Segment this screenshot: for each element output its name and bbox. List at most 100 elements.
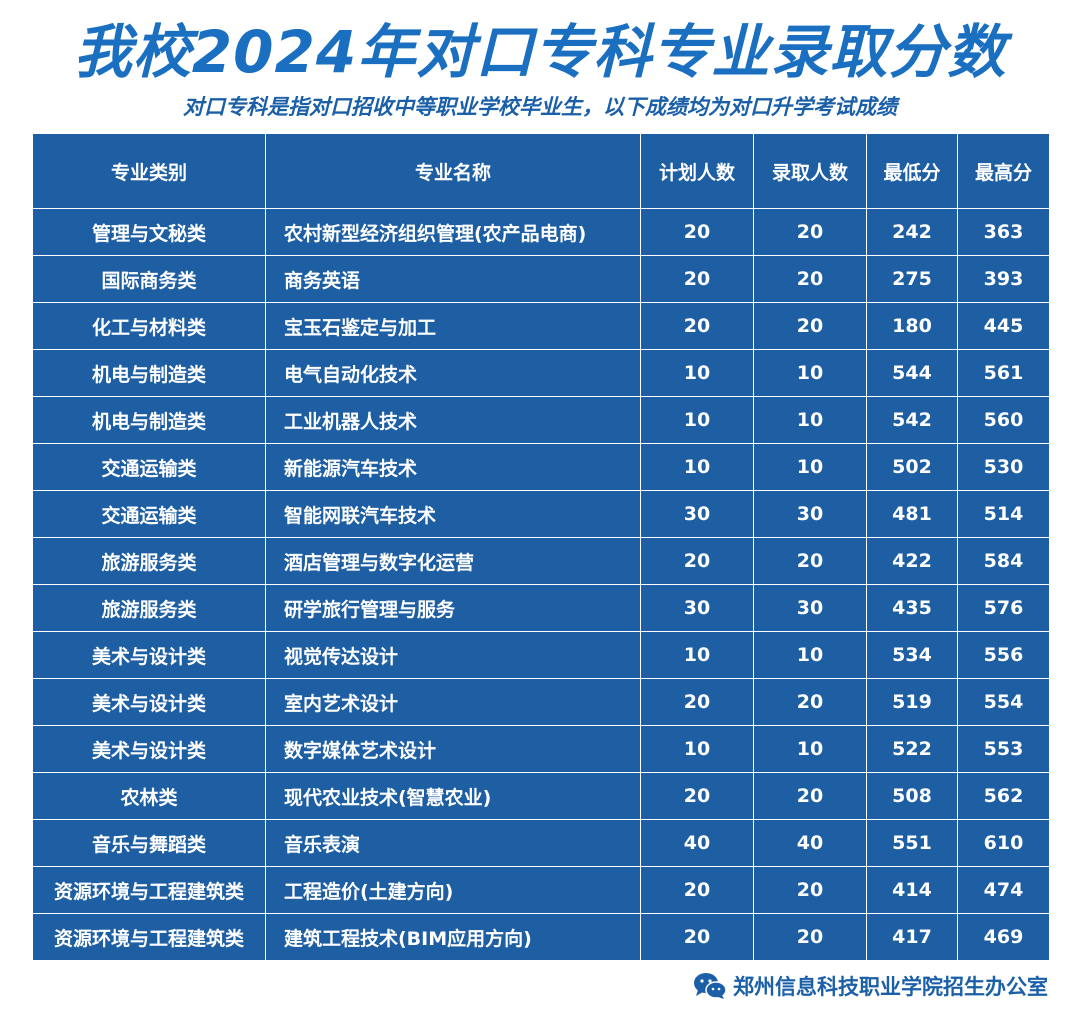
cell-major-name: 建筑工程技术(BIM应用方向) xyxy=(265,913,641,961)
cell-planned: 20 xyxy=(640,302,754,350)
wechat-icon xyxy=(694,973,727,999)
table-row: 交通运输类 智能网联汽车技术 30 30 481 514 xyxy=(32,490,1050,538)
cell-max-score: 554 xyxy=(957,678,1050,726)
cell-planned: 10 xyxy=(640,725,754,773)
cell-major-name: 新能源汽车技术 xyxy=(265,443,641,491)
cell-admitted: 40 xyxy=(753,819,867,867)
table-row: 机电与制造类 电气自动化技术 10 10 544 561 xyxy=(32,349,1050,397)
cell-min-score: 180 xyxy=(866,302,958,350)
table-header-row: 专业类别 专业名称 计划人数 录取人数 最低分 最高分 xyxy=(32,133,1050,209)
cell-category: 交通运输类 xyxy=(32,443,266,491)
cell-admitted: 10 xyxy=(753,631,867,679)
score-table: 专业类别 专业名称 计划人数 录取人数 最低分 最高分 管理与文秘类 农村新型经济… xyxy=(32,133,1050,961)
table-row: 资源环境与工程建筑类 建筑工程技术(BIM应用方向) 20 20 417 469 xyxy=(32,913,1050,961)
cell-major-name: 工程造价(土建方向) xyxy=(265,866,641,914)
cell-max-score: 556 xyxy=(957,631,1050,679)
cell-admitted: 20 xyxy=(753,208,867,256)
table-row: 化工与材料类 宝玉石鉴定与加工 20 20 180 445 xyxy=(32,302,1050,350)
cell-major-name: 电气自动化技术 xyxy=(265,349,641,397)
header-admitted: 录取人数 xyxy=(753,133,867,209)
cell-max-score: 560 xyxy=(957,396,1050,444)
cell-planned: 20 xyxy=(640,913,754,961)
cell-max-score: 610 xyxy=(957,819,1050,867)
cell-admitted: 30 xyxy=(753,490,867,538)
cell-min-score: 522 xyxy=(866,725,958,773)
cell-min-score: 542 xyxy=(866,396,958,444)
page-subtitle: 对口专科是指对口招收中等职业学校毕业生，以下成绩均为对口升学考试成绩 xyxy=(183,95,897,119)
header-category: 专业类别 xyxy=(32,133,266,209)
cell-max-score: 363 xyxy=(957,208,1050,256)
header-max-score: 最高分 xyxy=(957,133,1050,209)
footer-text: 郑州信息科技职业学院招生办公室 xyxy=(733,975,1048,999)
cell-planned: 10 xyxy=(640,349,754,397)
cell-planned: 20 xyxy=(640,255,754,303)
cell-admitted: 10 xyxy=(753,349,867,397)
cell-admitted: 10 xyxy=(753,443,867,491)
cell-max-score: 576 xyxy=(957,584,1050,632)
cell-category: 旅游服务类 xyxy=(32,537,266,585)
cell-max-score: 553 xyxy=(957,725,1050,773)
cell-major-name: 音乐表演 xyxy=(265,819,641,867)
table-row: 国际商务类 商务英语 20 20 275 393 xyxy=(32,255,1050,303)
cell-planned: 40 xyxy=(640,819,754,867)
cell-max-score: 474 xyxy=(957,866,1050,914)
cell-admitted: 20 xyxy=(753,678,867,726)
cell-major-name: 工业机器人技术 xyxy=(265,396,641,444)
table-row: 机电与制造类 工业机器人技术 10 10 542 560 xyxy=(32,396,1050,444)
table-row: 资源环境与工程建筑类 工程造价(土建方向) 20 20 414 474 xyxy=(32,866,1050,914)
cell-max-score: 562 xyxy=(957,772,1050,820)
cell-admitted: 10 xyxy=(753,725,867,773)
table-row: 美术与设计类 数字媒体艺术设计 10 10 522 553 xyxy=(32,725,1050,773)
table-row: 农林类 现代农业技术(智慧农业) 20 20 508 562 xyxy=(32,772,1050,820)
cell-major-name: 宝玉石鉴定与加工 xyxy=(265,302,641,350)
cell-min-score: 502 xyxy=(866,443,958,491)
cell-category: 交通运输类 xyxy=(32,490,266,538)
table-row: 旅游服务类 研学旅行管理与服务 30 30 435 576 xyxy=(32,584,1050,632)
header-major-name: 专业名称 xyxy=(265,133,641,209)
cell-major-name: 视觉传达设计 xyxy=(265,631,641,679)
table-row: 美术与设计类 室内艺术设计 20 20 519 554 xyxy=(32,678,1050,726)
cell-category: 资源环境与工程建筑类 xyxy=(32,913,266,961)
header-planned: 计划人数 xyxy=(640,133,754,209)
cell-planned: 20 xyxy=(640,772,754,820)
page-title: 我校2024年对口专科专业录取分数 xyxy=(73,18,1007,86)
table-row: 旅游服务类 酒店管理与数字化运营 20 20 422 584 xyxy=(32,537,1050,585)
cell-min-score: 242 xyxy=(866,208,958,256)
cell-min-score: 508 xyxy=(866,772,958,820)
cell-category: 音乐与舞蹈类 xyxy=(32,819,266,867)
cell-max-score: 584 xyxy=(957,537,1050,585)
cell-min-score: 417 xyxy=(866,913,958,961)
cell-category: 资源环境与工程建筑类 xyxy=(32,866,266,914)
footer-credit: 郑州信息科技职业学院招生办公室 xyxy=(693,969,1048,1003)
table-row: 交通运输类 新能源汽车技术 10 10 502 530 xyxy=(32,443,1050,491)
cell-admitted: 20 xyxy=(753,913,867,961)
cell-major-name: 商务英语 xyxy=(265,255,641,303)
cell-category: 国际商务类 xyxy=(32,255,266,303)
cell-category: 美术与设计类 xyxy=(32,678,266,726)
cell-max-score: 514 xyxy=(957,490,1050,538)
cell-planned: 30 xyxy=(640,490,754,538)
cell-major-name: 现代农业技术(智慧农业) xyxy=(265,772,641,820)
cell-major-name: 研学旅行管理与服务 xyxy=(265,584,641,632)
table-row: 音乐与舞蹈类 音乐表演 40 40 551 610 xyxy=(32,819,1050,867)
cell-admitted: 20 xyxy=(753,772,867,820)
cell-major-name: 农村新型经济组织管理(农产品电商) xyxy=(265,208,641,256)
cell-planned: 20 xyxy=(640,537,754,585)
cell-min-score: 519 xyxy=(866,678,958,726)
cell-min-score: 544 xyxy=(866,349,958,397)
cell-admitted: 20 xyxy=(753,537,867,585)
cell-category: 管理与文秘类 xyxy=(32,208,266,256)
cell-category: 农林类 xyxy=(32,772,266,820)
cell-max-score: 445 xyxy=(957,302,1050,350)
table-row: 管理与文秘类 农村新型经济组织管理(农产品电商) 20 20 242 363 xyxy=(32,208,1050,256)
cell-admitted: 30 xyxy=(753,584,867,632)
table-row: 美术与设计类 视觉传达设计 10 10 534 556 xyxy=(32,631,1050,679)
cell-min-score: 414 xyxy=(866,866,958,914)
cell-max-score: 561 xyxy=(957,349,1050,397)
cell-category: 旅游服务类 xyxy=(32,584,266,632)
cell-admitted: 20 xyxy=(753,302,867,350)
cell-min-score: 435 xyxy=(866,584,958,632)
cell-min-score: 534 xyxy=(866,631,958,679)
cell-min-score: 481 xyxy=(866,490,958,538)
cell-planned: 10 xyxy=(640,443,754,491)
